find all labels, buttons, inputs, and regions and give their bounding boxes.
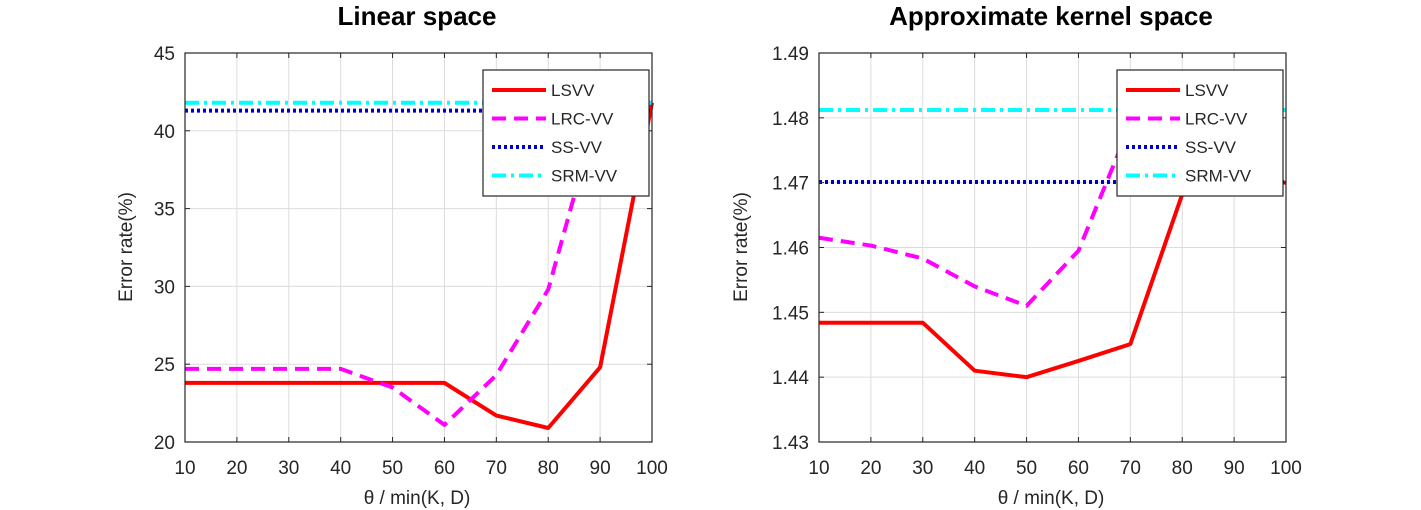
- x-tick-label: 20: [860, 458, 881, 479]
- x-tick-label: 100: [1270, 458, 1302, 479]
- y-tick-label: 45: [154, 44, 175, 65]
- legend-label-lsvv: LSVV: [551, 81, 595, 100]
- y-tick-label: 1.47: [772, 174, 809, 195]
- y-axis-label: Error rate(%): [731, 192, 752, 302]
- axes-box: [184, 52, 653, 443]
- x-tick-label: 20: [226, 458, 247, 479]
- y-tick-label: 1.46: [772, 239, 809, 260]
- chart-title: Approximate kernel space: [889, 1, 1213, 31]
- y-tick-label: 35: [154, 200, 175, 221]
- y-axis-label: Error rate(%): [116, 192, 137, 302]
- chart-title: Linear space: [338, 1, 497, 31]
- chart-approximate-kernel-space: Approximate kernel space θ / min(K, D) E…: [731, 1, 1302, 509]
- x-tick-label: 30: [278, 458, 299, 479]
- x-tick-label: 10: [808, 458, 829, 479]
- x-tick-label: 60: [1068, 458, 1089, 479]
- legend: LSVV LRC-VV SS-VV SRM-VV: [1116, 69, 1284, 197]
- legend-label-lrc-vv: LRC-VV: [1185, 110, 1248, 129]
- x-tick-label: 70: [486, 458, 507, 479]
- legend-label-lsvv: LSVV: [1185, 81, 1229, 100]
- y-tick-label: 20: [154, 433, 175, 454]
- legend-label-ss-vv: SS-VV: [1185, 138, 1237, 157]
- legend-label-srm-vv: SRM-VV: [1185, 167, 1252, 186]
- x-tick-label: 90: [1224, 458, 1245, 479]
- y-tick-label: 1.43: [772, 433, 809, 454]
- y-tick-label: 1.44: [772, 368, 809, 389]
- y-tick-label: 30: [154, 277, 175, 298]
- x-tick-label: 90: [590, 458, 611, 479]
- chart-linear-space: Linear space θ / min(K, D) Error rate(%)…: [116, 1, 668, 509]
- y-tick-label: 40: [154, 122, 175, 143]
- x-tick-label: 80: [538, 458, 559, 479]
- series-line-lsvv: [185, 102, 654, 430]
- legend: LSVV LRC-VV SS-VV SRM-VV: [482, 69, 650, 197]
- y-tick-label: 1.45: [772, 303, 809, 324]
- x-tick-label: 80: [1172, 458, 1193, 479]
- x-tick-label: 70: [1120, 458, 1141, 479]
- x-tick-label: 10: [174, 458, 195, 479]
- x-tick-label: 40: [330, 458, 351, 479]
- x-axis-label: θ / min(K, D): [364, 488, 471, 509]
- x-axis-label: θ / min(K, D): [998, 488, 1105, 509]
- legend-label-ss-vv: SS-VV: [551, 138, 603, 157]
- x-tick-label: 50: [1016, 458, 1037, 479]
- series-line-lrc-vv: [185, 100, 652, 427]
- y-tick-label: 1.49: [772, 44, 809, 65]
- legend-label-srm-vv: SRM-VV: [551, 167, 618, 186]
- x-tick-label: 50: [382, 458, 403, 479]
- x-tick-label: 30: [912, 458, 933, 479]
- y-tick-label: 1.48: [772, 109, 809, 130]
- y-tick-label: 25: [154, 355, 175, 376]
- legend-label-lrc-vv: LRC-VV: [551, 110, 614, 129]
- x-tick-label: 60: [434, 458, 455, 479]
- x-tick-label: 40: [964, 458, 985, 479]
- x-tick-label: 100: [636, 458, 668, 479]
